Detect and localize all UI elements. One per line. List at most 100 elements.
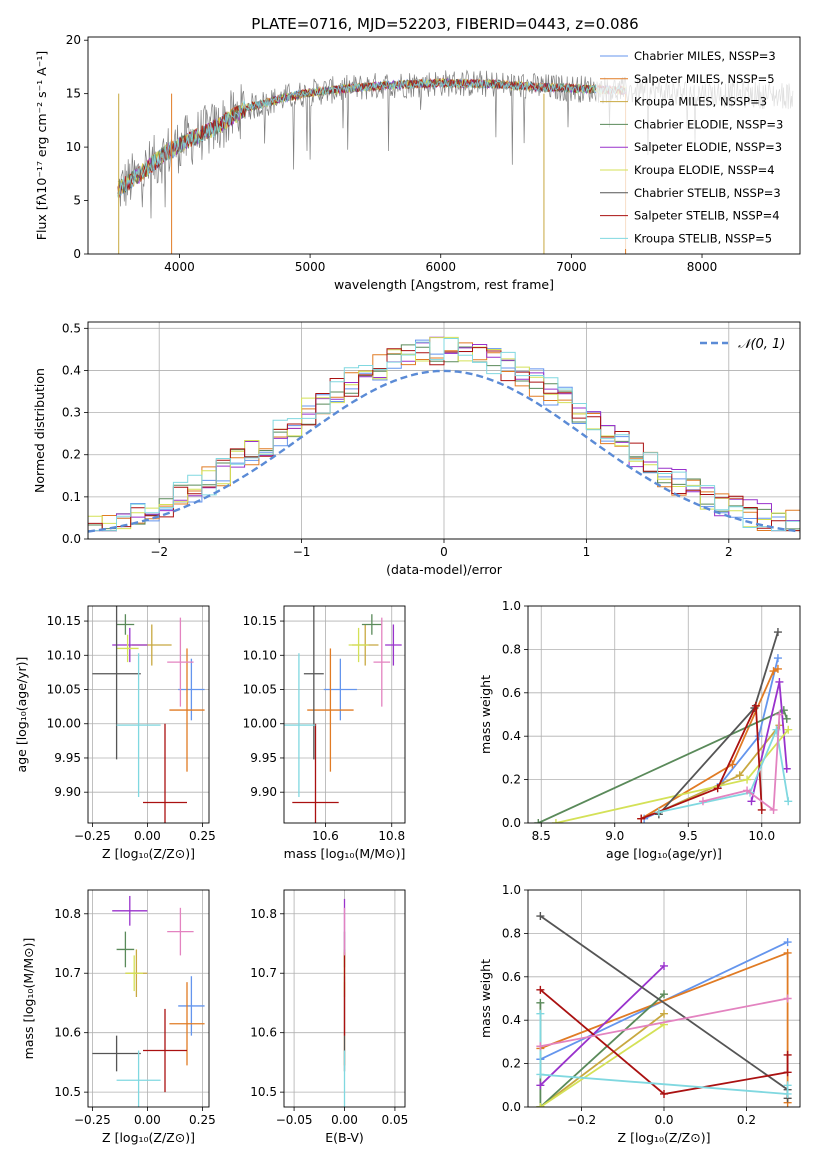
x-tick-label: 0.25 [189,1113,216,1127]
x-tick-label: 10.6 [312,829,339,843]
y-tick-label: 0.2 [502,1057,521,1071]
weight-marker [782,714,791,723]
panel-age-vs-mass: 10.6 10.8 9.90 9.95 10.00 10.05 10.10 10.15 mass… [243,605,406,861]
weight-series-line [539,965,665,1086]
x-tick-label: 5000 [295,260,326,274]
plot-area [92,606,205,823]
legend-label: Chabrier ELODIE, NSSP=3 [634,117,783,131]
weight-marker [783,938,792,947]
legend-label: Kroupa ELODIE, NSSP=4 [634,163,775,177]
legend: 𝒩(0, 1) [700,337,785,352]
weight-marker [754,732,763,741]
y-tick-label: 1.0 [502,599,521,613]
weight-marker [783,948,792,957]
y-tick-label: 10.15 [47,614,81,628]
weight-marker [769,805,778,814]
weight-marker [698,797,707,806]
y-tick-label: 10.00 [243,717,277,731]
weight-series-line [540,997,788,1048]
weight-marker [536,1081,545,1090]
y-tick-label: 10.05 [47,683,81,697]
x-tick-label: 0.0 [654,1113,673,1127]
legend-label: Chabrier STELIB, NSSP=3 [634,186,781,200]
y-tick-label: 10.7 [250,966,277,980]
y-tick-label: 10 [66,140,81,154]
weight-marker [783,1081,792,1090]
x-tick-label: −2 [150,545,168,559]
plot-area [284,606,402,823]
x-tick-label: 8000 [687,260,718,274]
weight-marker [713,784,722,793]
weight-series-line [702,714,781,812]
weight-marker [743,775,752,784]
y-tick-label: 9.90 [250,785,277,799]
weight-marker [660,1089,668,1098]
x-tick-label: −0.25 [74,1113,111,1127]
y-tick-label: 5 [73,194,81,208]
x-tick-label: 0 [440,545,448,559]
y-tick-label: 10.10 [47,648,81,662]
x-tick-label: 6000 [425,260,456,274]
x-tick-label: 0.00 [134,829,161,843]
weight-marker [654,808,663,817]
weight-marker [783,1068,792,1077]
weight-marker [536,1042,545,1051]
x-tick-label: −0.05 [276,1113,313,1127]
axes-frame [87,36,801,255]
y-tick-label: 0.8 [502,642,521,656]
weight-marker [783,1089,792,1098]
legend-label: Chabrier MILES, NSSP=3 [634,49,776,63]
weight-marker [660,1009,668,1018]
x-tick-label: 0.25 [189,829,216,843]
y-tick-label: 9.95 [250,751,277,765]
weight-series-line [539,1012,665,1107]
x-tick-label: 10.0 [748,829,775,843]
axes-frame [283,605,406,824]
y-tick-label: 10.8 [250,907,277,921]
y-tick-label: 0.6 [502,686,521,700]
y-axis-label: Normed distribution [32,368,47,493]
legend-label: Salpeter STELIB, NSSP=4 [634,209,780,223]
weight-marker [660,961,668,970]
weight-marker [773,628,782,637]
weight-marker [551,819,560,823]
weight-marker [775,710,784,719]
legend-box [596,44,796,249]
spectrum-model-line [117,77,626,198]
weight-marker [773,664,782,673]
x-tick-label: −0.25 [74,829,111,843]
y-tick-label: 0.0 [502,1100,521,1114]
y-tick-label: 0.4 [502,729,521,743]
y-axis-label: Flux [fλ10⁻¹⁷ erg cm⁻² s⁻¹ A⁻¹] [34,51,49,240]
x-tick-label: 1 [583,545,591,559]
gaussian-reference-line [88,369,800,533]
y-tick-label: 0.4 [62,363,81,377]
weight-marker [743,786,752,795]
legend-label: Salpeter MILES, NSSP=5 [634,72,775,86]
axes-frame [87,889,210,1108]
y-tick-label: 10.15 [243,614,277,628]
x-axis-label: Z [log₁₀(Z/Z⊙)] [618,1130,711,1145]
y-tick-label: 0.2 [502,773,521,787]
y-tick-label: 10.8 [54,907,81,921]
y-tick-label: 10.6 [54,1026,81,1040]
panel-spectrum: 4000 5000 6000 7000 8000 0 5 10 15 20 wavelength [… [34,33,801,292]
y-tick-label: 10.00 [47,717,81,731]
y-axis-label: age [log₁₀(age/yr)] [14,657,29,773]
x-axis-label: E(B-V) [325,1130,364,1145]
x-axis-label: wavelength [Angstrom, rest frame] [334,277,554,292]
y-tick-label: 0.0 [62,532,81,546]
panel-age-vs-Z: −0.25 0.00 0.25 9.90 9.95 10.00 10.05 10.10 10.1… [14,605,216,861]
y-axis-label: mass weight [478,959,493,1038]
x-tick-label: 0.00 [331,1113,358,1127]
weight-marker [773,654,782,663]
y-tick-label: 0.8 [502,926,521,940]
y-tick-label: 0.4 [502,1013,521,1027]
y-tick-label: 9.90 [54,785,81,799]
x-tick-label: 0.05 [382,1113,409,1127]
x-tick-label: 2 [725,545,733,559]
x-tick-label: 9.5 [679,829,698,843]
panel-mass-vs-Z: −0.25 0.00 0.25 10.5 10.6 10.7 10.8 Z [log₁₀(Z/… [21,889,216,1145]
x-axis-label: mass [log₁₀(M/M⊙)] [284,846,406,861]
y-tick-label: 10.10 [243,648,277,662]
